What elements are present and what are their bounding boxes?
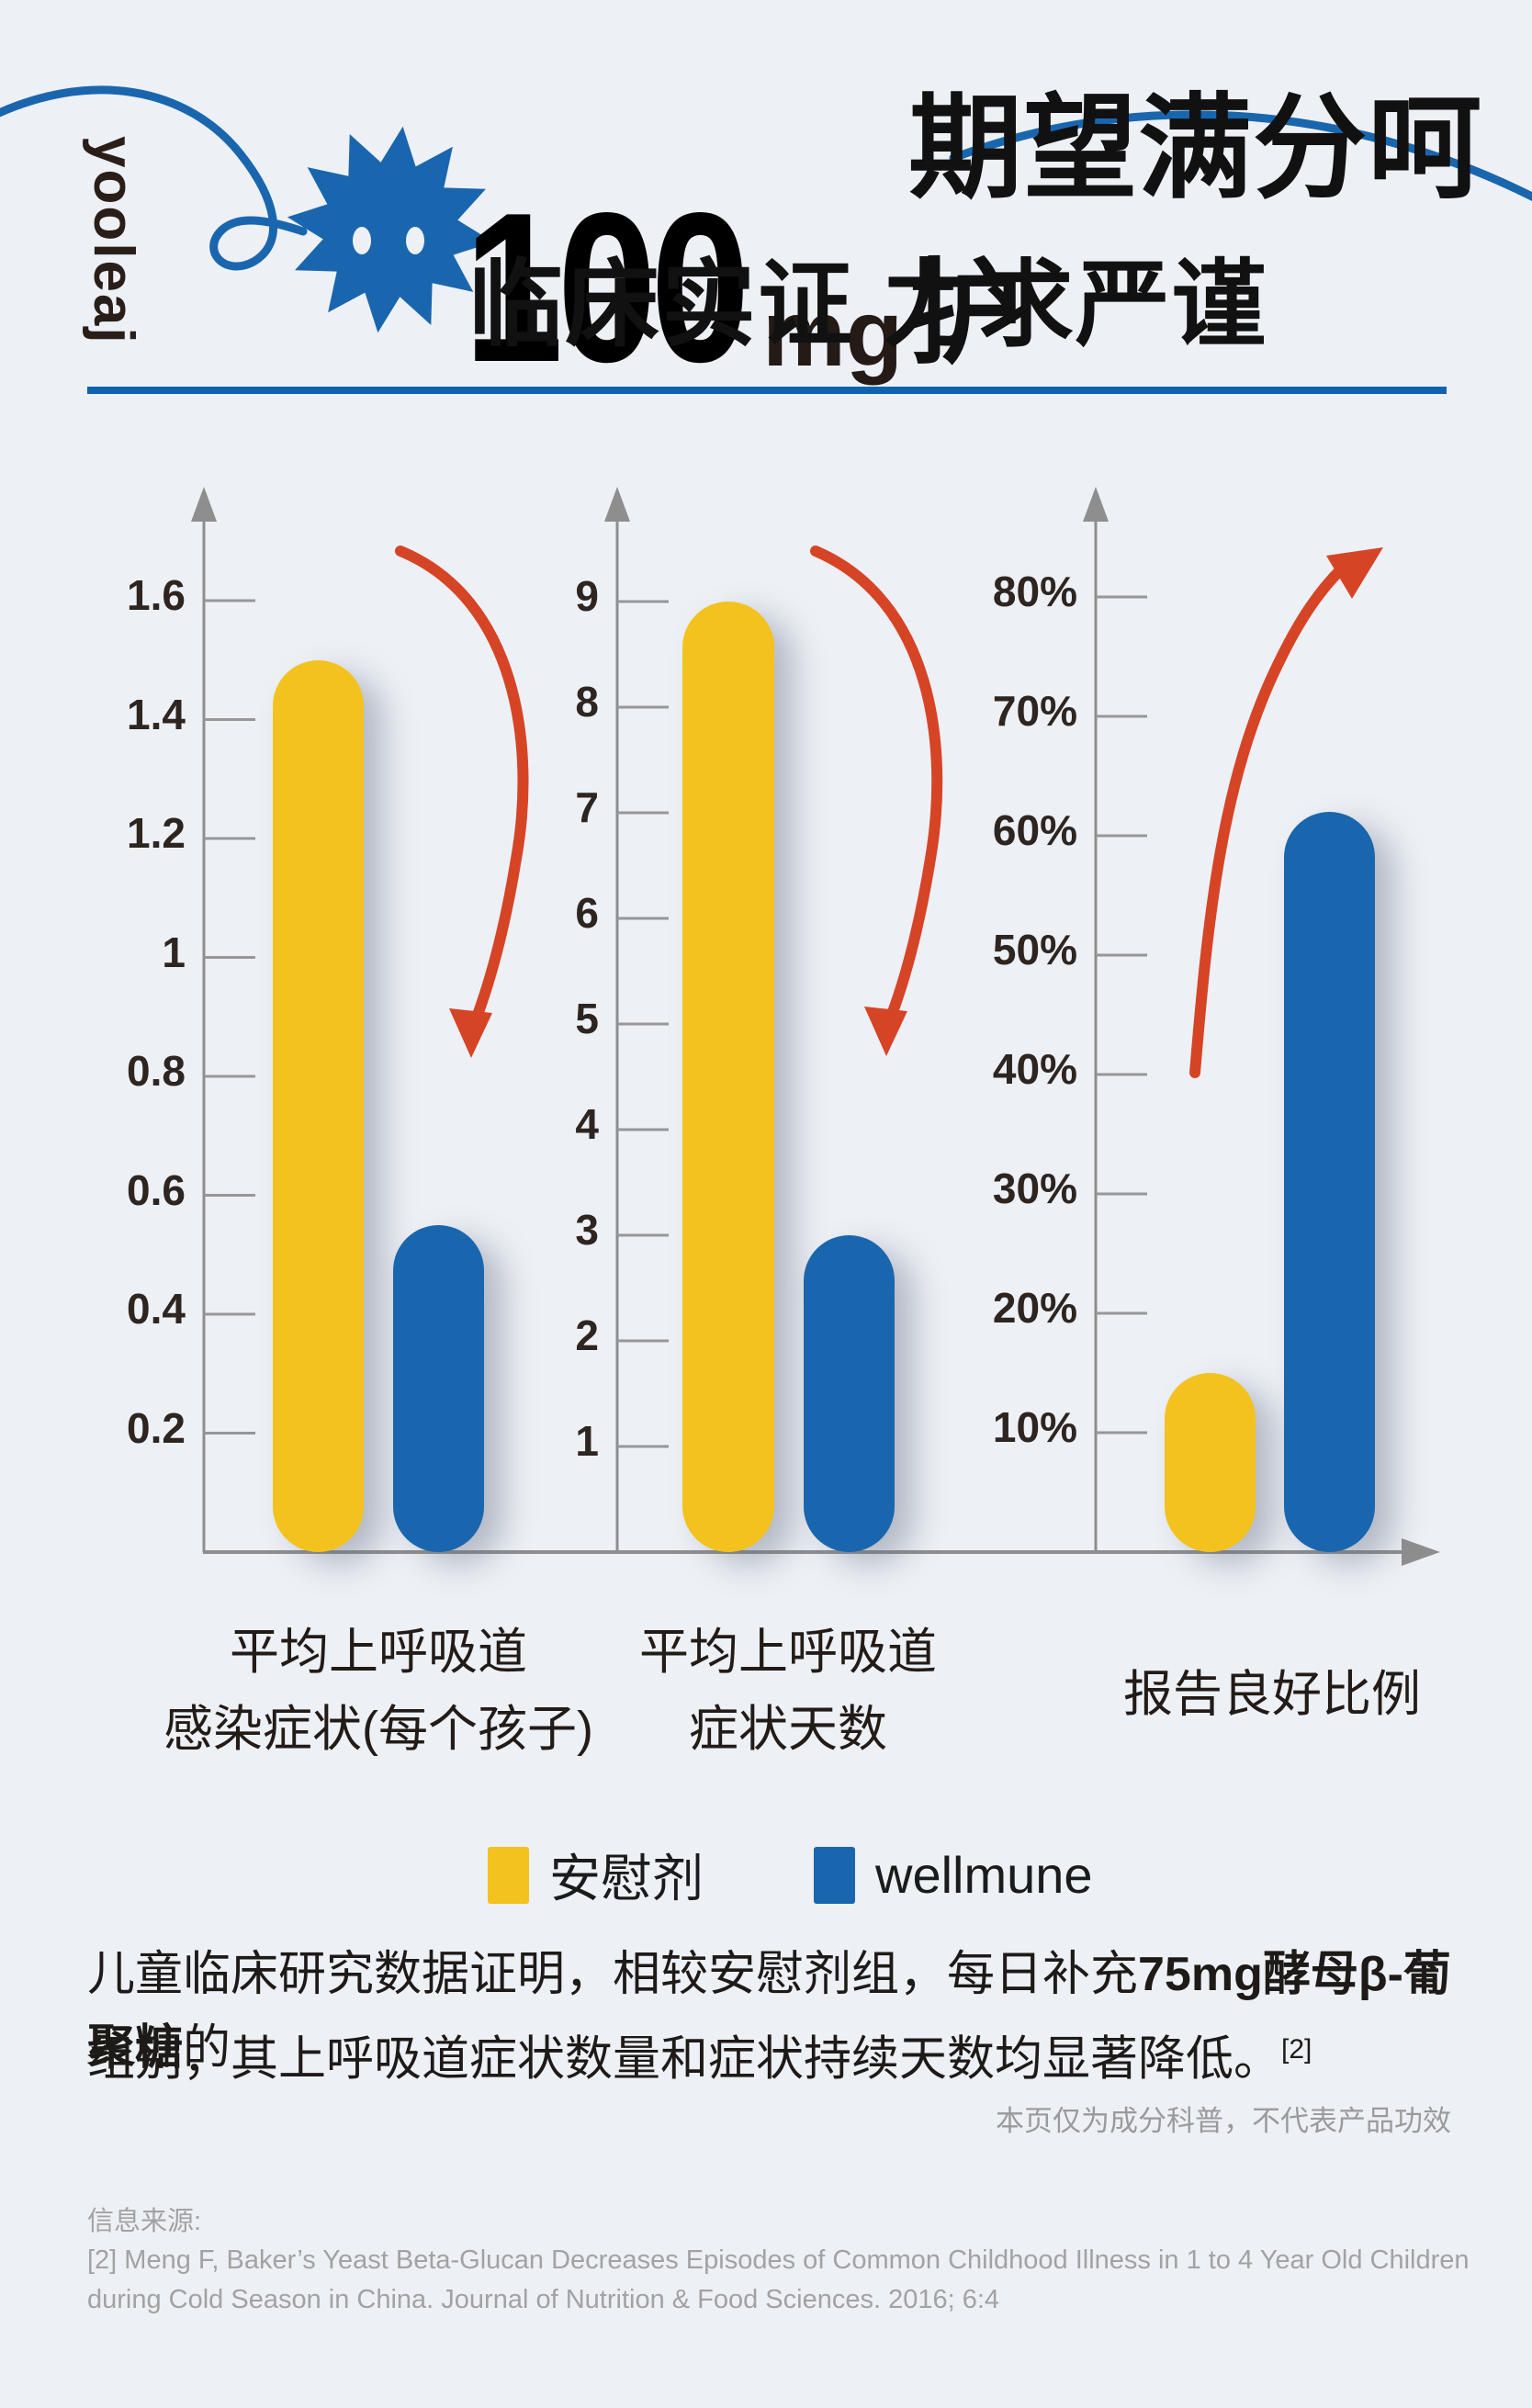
legend-swatch bbox=[814, 1846, 855, 1904]
brand-logo-text: yooleaj bbox=[82, 136, 145, 345]
body-line1-pre: 儿童临床研究数据证明，相较安慰剂组，每日补充 bbox=[87, 1948, 1139, 2001]
y-axis-tick-label: 6 bbox=[575, 889, 599, 937]
citation-ref: [2] bbox=[1281, 2034, 1312, 2065]
chart-legend: 安慰剂 wellmune bbox=[488, 1838, 1093, 1912]
category-label: 报告良好比例 bbox=[1123, 1667, 1421, 1722]
y-axis-tick-label: 5 bbox=[575, 995, 599, 1042]
title-line1-text: 期望满分呵护 bbox=[908, 85, 1483, 377]
source-citation-line1: [2] Meng F, Baker’s Yeast Beta-Glucan De… bbox=[87, 2245, 1470, 2275]
body-line2-text: 组别，其上呼吸道症状数量和症状持续天数均显著降低。 bbox=[87, 2032, 1282, 2087]
y-axis-tick-label: 10% bbox=[992, 1403, 1077, 1451]
category-label: 平均上呼吸道 感染症状(每个孩子) bbox=[163, 1625, 593, 1757]
x-axis-arrowhead bbox=[1402, 1538, 1440, 1566]
y-axis-tick-label: 30% bbox=[992, 1165, 1077, 1212]
legend-label: 安慰剂 bbox=[549, 1850, 704, 1907]
brand-logo: yooleaj bbox=[81, 136, 154, 402]
y-axis-tick-label: 1 bbox=[162, 928, 186, 976]
trend-arrow-down-2 bbox=[810, 546, 943, 1018]
bar-wellmune bbox=[393, 1224, 484, 1552]
y-axis-arrowhead bbox=[604, 487, 630, 522]
trend-arrowhead-down-2 bbox=[864, 1007, 907, 1056]
y-axis-arrowhead bbox=[191, 487, 217, 522]
disclaimer-note: 本页仅为成分科普，不代表产品功效 bbox=[996, 2105, 1451, 2137]
y-axis-tick-label: 20% bbox=[992, 1284, 1077, 1332]
y-axis-arrowhead bbox=[1083, 487, 1109, 522]
y-axis-tick-label: 3 bbox=[575, 1206, 599, 1254]
y-axis-tick-label: 1.6 bbox=[127, 571, 186, 619]
mascot-eye-left bbox=[353, 227, 371, 254]
trend-arrowhead-up-3 bbox=[1326, 547, 1383, 599]
y-axis-tick-label: 40% bbox=[992, 1045, 1077, 1093]
bar-wellmune bbox=[1284, 812, 1375, 1552]
y-axis-tick-label: 0.4 bbox=[127, 1285, 186, 1333]
y-axis-tick-label: 7 bbox=[575, 783, 599, 831]
bar-placebo bbox=[682, 602, 774, 1552]
y-axis-tick-label: 0.8 bbox=[127, 1047, 186, 1095]
category-label: 平均上呼吸道 症状天数 bbox=[639, 1625, 937, 1757]
y-axis-tick-label: 0.2 bbox=[127, 1403, 186, 1452]
y-axis-tick-label: 9 bbox=[575, 572, 599, 620]
y-axis-tick-label: 70% bbox=[992, 687, 1077, 735]
sources-heading: 信息来源: bbox=[87, 2207, 202, 2236]
y-axis-tick-label: 1 bbox=[575, 1417, 599, 1465]
y-axis-tick-label: 80% bbox=[992, 568, 1077, 615]
y-axis-tick-label: 60% bbox=[992, 806, 1077, 854]
body-line1-bold: 75mg酵母β-葡聚糖 bbox=[87, 1948, 1451, 2075]
body-line1-post: 的 bbox=[183, 2021, 231, 2075]
y-axis-tick-label: 2 bbox=[575, 1311, 599, 1359]
page-title: 100 mg 期望满分呵护 bbox=[464, 55, 1532, 395]
y-axis-tick-label: 8 bbox=[575, 678, 599, 726]
legend-swatch bbox=[488, 1846, 529, 1904]
y-axis-tick-label: 0.6 bbox=[127, 1165, 186, 1214]
title-dose-unit: mg bbox=[762, 281, 904, 386]
body-text-line1: 儿童临床研究数据证明，相较安慰剂组，每日补充75mg酵母β-葡聚糖的 bbox=[87, 1938, 1465, 2085]
header-divider bbox=[87, 387, 1447, 394]
legend-label: wellmune bbox=[875, 1846, 1093, 1904]
legend-item: 安慰剂 bbox=[488, 1838, 704, 1912]
bar-placebo bbox=[1165, 1373, 1256, 1552]
y-axis-tick-label: 4 bbox=[575, 1100, 599, 1148]
y-axis-tick-label: 1.4 bbox=[127, 690, 186, 738]
bar-wellmune bbox=[804, 1235, 895, 1552]
page-subtitle: 临床实证 力求严谨 bbox=[468, 252, 1268, 357]
bar-placebo bbox=[273, 659, 364, 1552]
y-axis-tick-label: 50% bbox=[992, 926, 1077, 973]
legend-item: wellmune bbox=[814, 1845, 1093, 1905]
title-dose-number: 100 bbox=[464, 169, 750, 407]
source-citation-line2: during Cold Season in China. Journal of … bbox=[87, 2285, 1000, 2314]
y-axis-tick-label: 1.2 bbox=[127, 809, 186, 857]
germ-mascot-icon bbox=[287, 126, 494, 333]
mascot-eye-right bbox=[406, 227, 424, 254]
body-text-line2: 组别，其上呼吸道症状数量和症状持续天数均显著降低。[2] bbox=[87, 2013, 1465, 2096]
